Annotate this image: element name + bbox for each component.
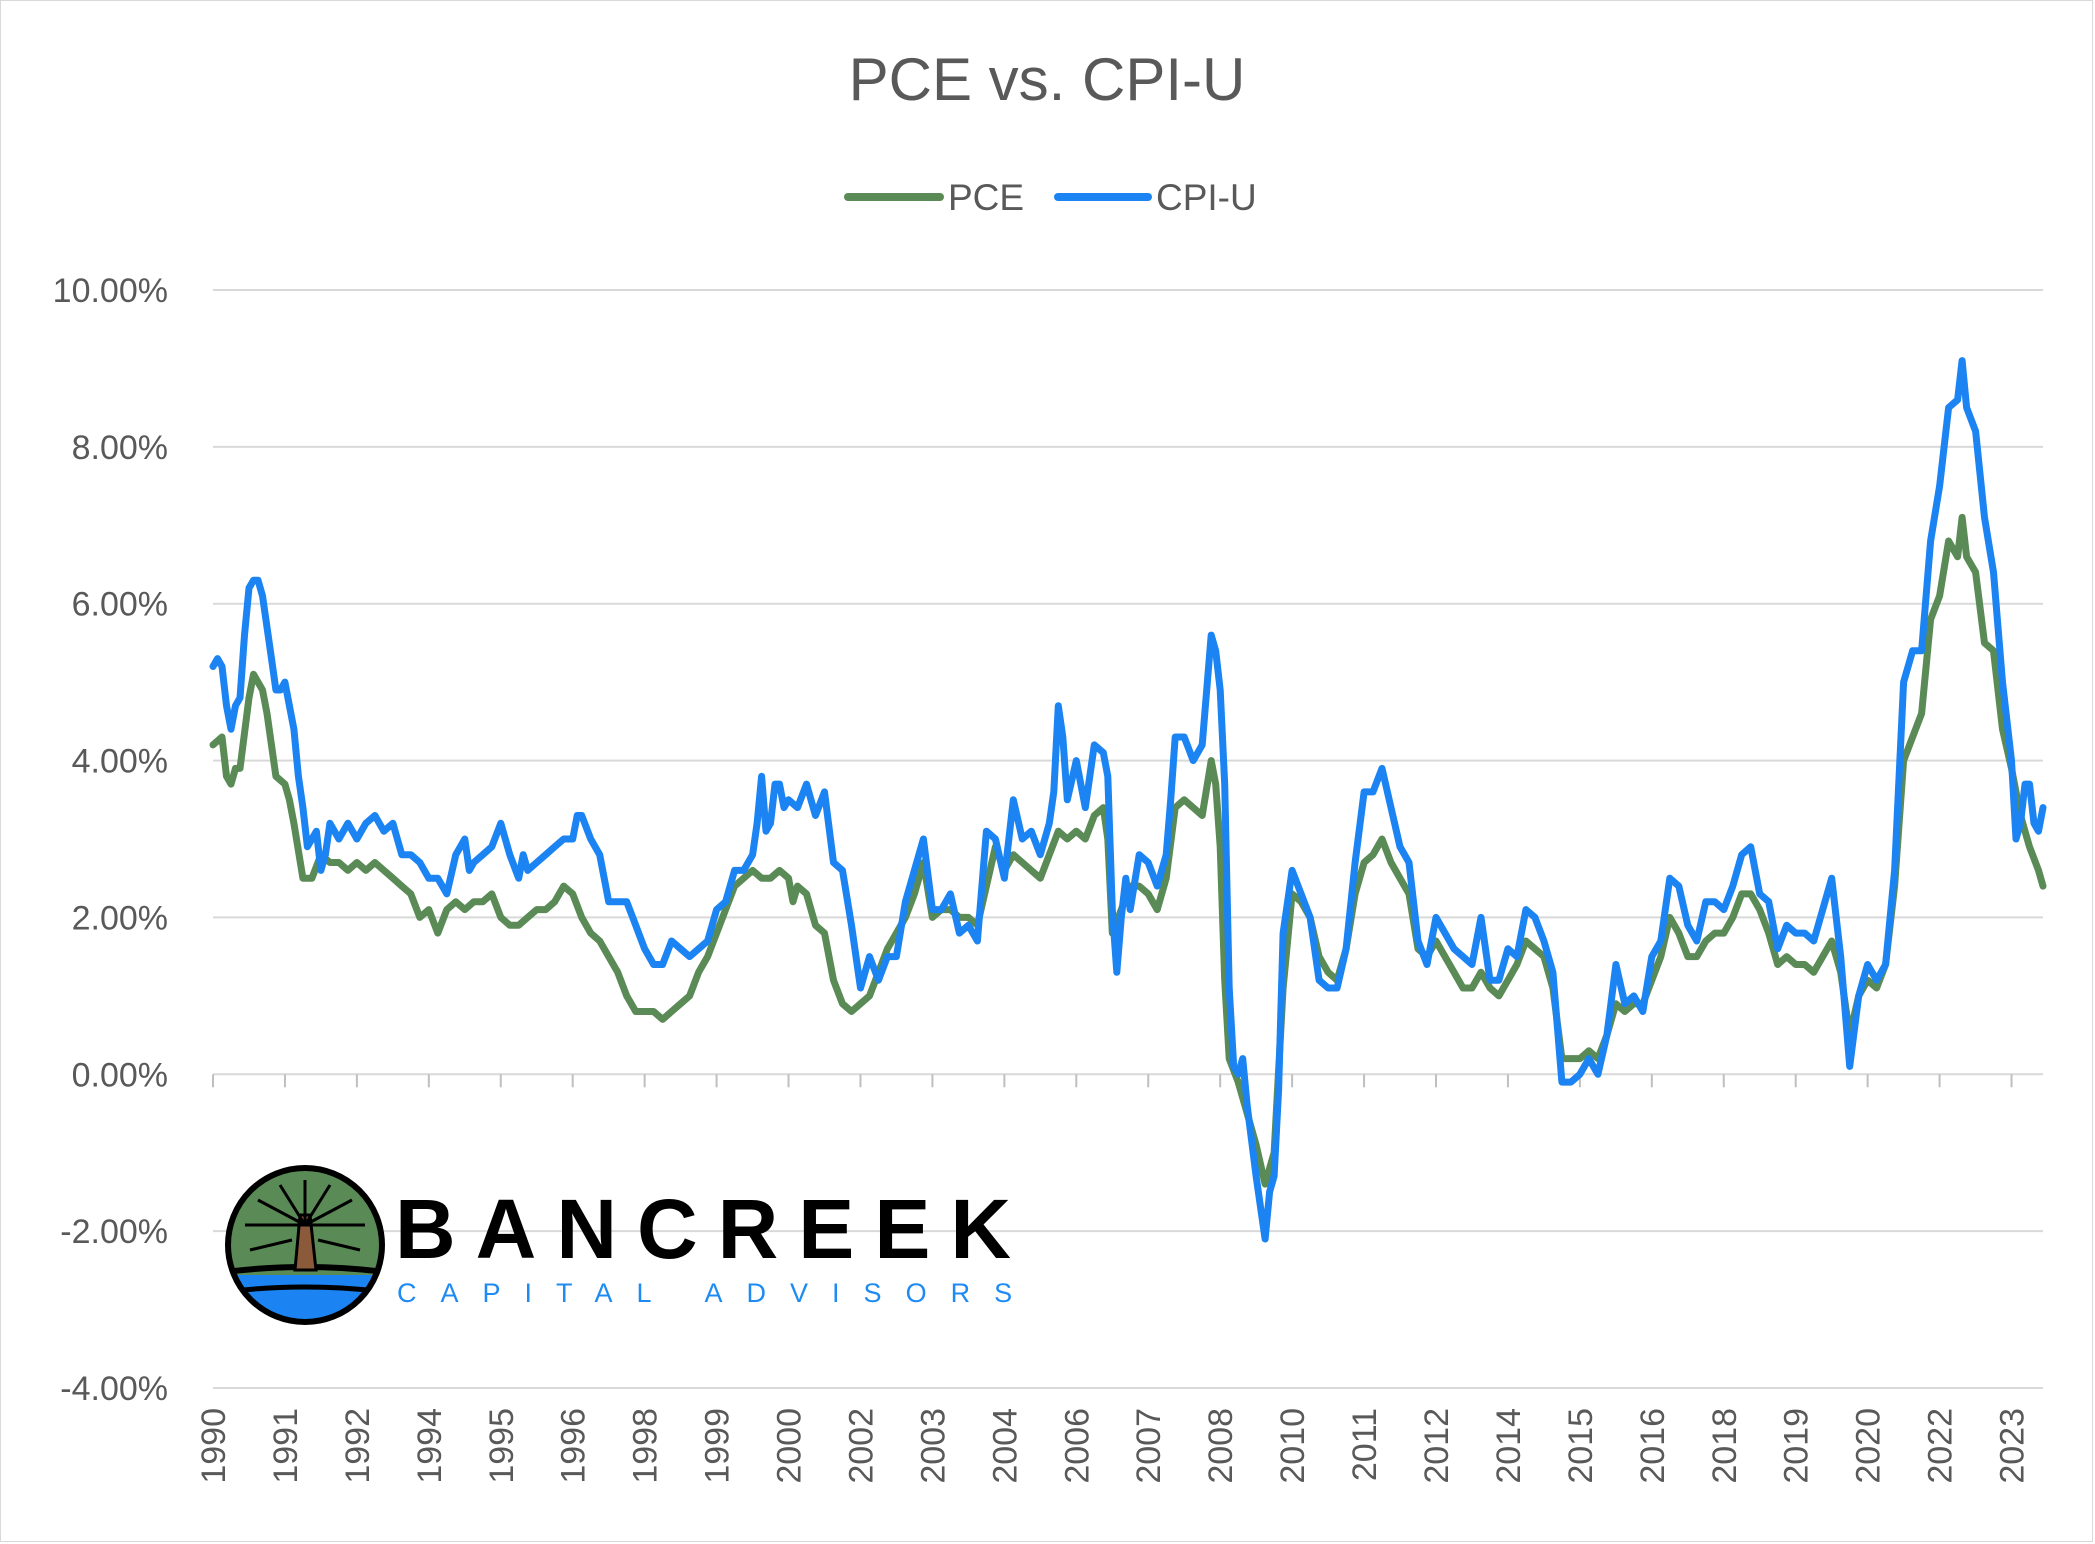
x-tick-label: 2004 bbox=[986, 1408, 1024, 1484]
y-tick-label: -4.00% bbox=[60, 1370, 168, 1408]
series-line-pce bbox=[209, 513, 2047, 1188]
x-tick-label: 1991 bbox=[267, 1408, 305, 1484]
x-tick-label: 2011 bbox=[1346, 1408, 1384, 1481]
logo-tagline: CAPITAL ADVISORS bbox=[397, 1278, 1036, 1308]
x-tick-label: 1995 bbox=[483, 1408, 521, 1484]
x-tick-label: 2012 bbox=[1418, 1408, 1456, 1484]
x-tick-label: 2010 bbox=[1274, 1408, 1312, 1484]
x-tick-label: 2019 bbox=[1778, 1408, 1816, 1484]
y-tick-label: 10.00% bbox=[53, 272, 168, 310]
x-tick-label: 2022 bbox=[1922, 1408, 1960, 1484]
bancreek-logo: BANCREEK CAPITAL ADVISORS bbox=[225, 1165, 1036, 1325]
legend-pce-label: PCE bbox=[948, 177, 1024, 218]
x-tick-label: 1999 bbox=[699, 1408, 737, 1484]
x-tick-label: 2014 bbox=[1490, 1408, 1528, 1484]
gridlines bbox=[213, 289, 2043, 1389]
y-axis-ticks: 10.00% 8.00% 6.00% 4.00% 2.00% 0.00% -2.00% -4.… bbox=[53, 272, 168, 1408]
legend: PCE CPI-U bbox=[844, 177, 1257, 218]
x-tick-label: 2003 bbox=[914, 1408, 952, 1484]
x-tick-label: 1990 bbox=[195, 1408, 233, 1484]
x-tick-label: 2000 bbox=[771, 1408, 809, 1484]
y-tick-label: -2.00% bbox=[60, 1213, 168, 1251]
x-tick-label: 2002 bbox=[842, 1408, 880, 1484]
x-tick-label: 2020 bbox=[1850, 1408, 1888, 1484]
legend-cpi-label: CPI-U bbox=[1156, 177, 1257, 218]
y-tick-label: 2.00% bbox=[72, 899, 168, 937]
y-tick-label: 0.00% bbox=[72, 1056, 168, 1094]
series-line-cpi-u bbox=[209, 357, 2047, 1243]
series-lines bbox=[209, 357, 2047, 1243]
x-tick-label: 1998 bbox=[627, 1408, 665, 1484]
x-tick-label: 2023 bbox=[1994, 1408, 2032, 1484]
x-tick-label: 2008 bbox=[1202, 1408, 1240, 1484]
y-tick-label: 4.00% bbox=[72, 743, 168, 781]
x-axis: 1990 1991 1992 1994 1995 1996 1998 1999 2000 2002… bbox=[195, 1073, 2043, 1484]
logo-name: BANCREEK bbox=[395, 1182, 1031, 1276]
x-tick-label: 2007 bbox=[1130, 1408, 1168, 1484]
x-tick-label: 1992 bbox=[339, 1408, 377, 1484]
y-tick-label: 6.00% bbox=[72, 586, 168, 624]
x-tick-label: 2006 bbox=[1058, 1408, 1096, 1484]
x-tick-label: 2016 bbox=[1634, 1408, 1672, 1484]
x-tick-label: 1994 bbox=[411, 1408, 449, 1484]
chart-title: PCE vs. CPI-U bbox=[849, 46, 1246, 113]
x-tick-label: 1996 bbox=[555, 1408, 593, 1484]
y-tick-label: 8.00% bbox=[72, 429, 168, 467]
x-tick-label: 2018 bbox=[1706, 1408, 1744, 1484]
x-tick-label: 2015 bbox=[1562, 1408, 1600, 1484]
